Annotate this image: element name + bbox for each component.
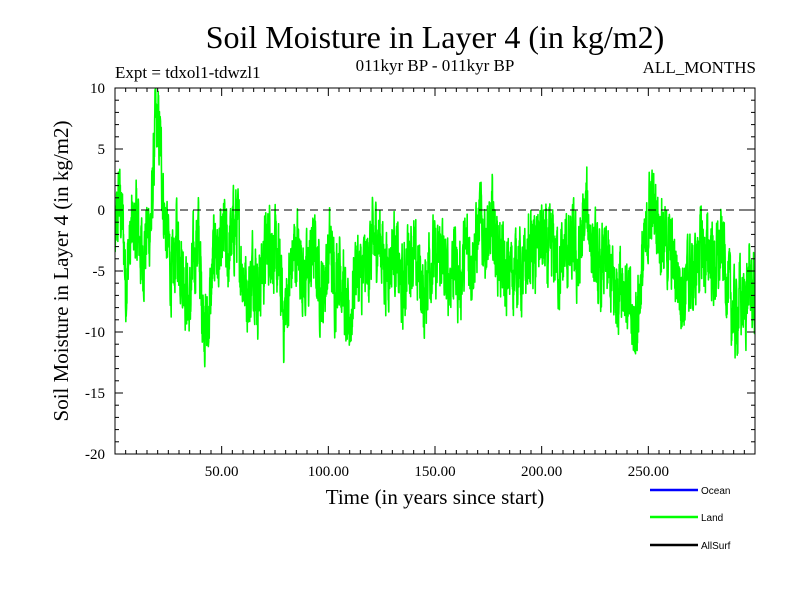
- x-tick-label: 200.00: [521, 464, 562, 480]
- y-tick-label: 5: [98, 142, 106, 158]
- y-tick-label: -5: [93, 264, 106, 280]
- y-tick-label: 10: [90, 81, 105, 97]
- x-axis-label: Time (in years since start): [326, 485, 545, 509]
- x-tick-label: 50.00: [205, 464, 239, 480]
- chart-title: Soil Moisture in Layer 4 (in kg/m2): [206, 19, 665, 55]
- x-tick-label: 150.00: [414, 464, 455, 480]
- y-axis-label: Soil Moisture in Layer 4 (in kg/m2): [49, 121, 73, 422]
- x-tick-label: 250.00: [628, 464, 669, 480]
- legend: Ocean Land AllSurf: [650, 486, 731, 552]
- axis-ticks: [115, 87, 755, 455]
- months-label: ALL_MONTHS: [643, 58, 756, 77]
- legend-label-allsurf: AllSurf: [701, 541, 731, 552]
- chart-subtitle: 011kyr BP - 011kyr BP: [356, 56, 515, 75]
- legend-label-ocean: Ocean: [701, 486, 730, 497]
- expt-label: Expt = tdxol1-tdwzl1: [115, 63, 261, 82]
- y-tick-label: -20: [85, 447, 105, 463]
- series-layer: [115, 88, 755, 368]
- x-tick-labels: 50.00 100.00 150.00 200.00 250.00: [205, 464, 669, 480]
- legend-label-land: Land: [701, 513, 723, 524]
- series-line-land: [115, 88, 755, 368]
- x-tick-label: 100.00: [308, 464, 349, 480]
- y-tick-label: -10: [85, 325, 105, 341]
- y-tick-label: 0: [98, 203, 106, 219]
- y-tick-label: -15: [85, 386, 105, 402]
- y-tick-labels: 10 5 0 -5 -10 -15 -20: [85, 81, 105, 463]
